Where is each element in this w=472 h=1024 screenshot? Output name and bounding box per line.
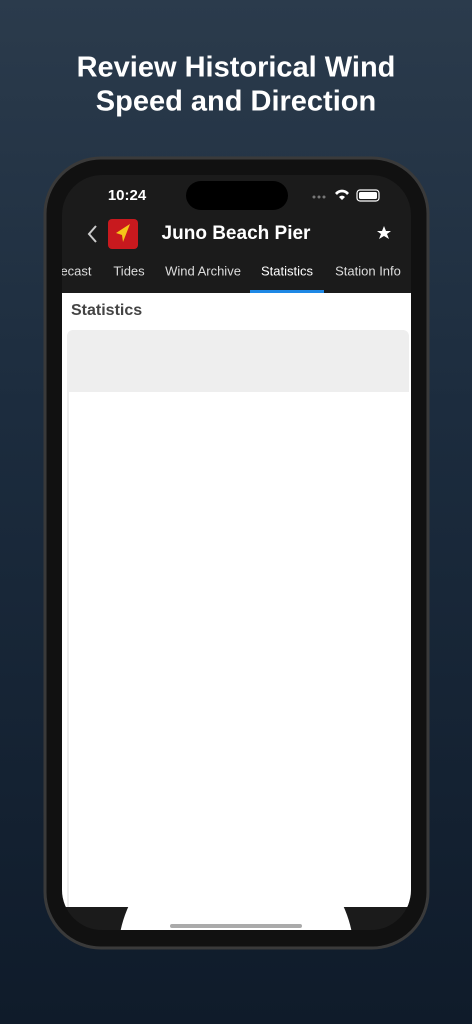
dynamic-island <box>186 181 288 210</box>
status-time: 10:24 <box>108 187 147 204</box>
content: Statistics <box>67 302 409 930</box>
tab[interactable]: Wind Archive <box>165 263 241 278</box>
favorite-star[interactable] <box>377 226 391 239</box>
tab[interactable]: Statistics <box>261 263 314 278</box>
headline: Review Historical Wind <box>77 52 396 84</box>
section-title: Statistics <box>71 302 142 319</box>
home-indicator <box>170 924 302 928</box>
station-icon-arrow <box>116 224 130 242</box>
tab-indicator <box>250 290 324 293</box>
tab[interactable]: Tides <box>113 263 145 278</box>
headline: Speed and Direction <box>96 86 376 118</box>
tab-bar: ecast Tides Wind Archive Statistics Station … <box>60 263 401 293</box>
tab[interactable]: ecast <box>60 263 92 278</box>
status-icons <box>312 189 380 202</box>
screen: 10:24 Juno Beach Pier ecast Tides Wind Arc… <box>60 175 411 930</box>
nav-title: Juno Beach Pier <box>162 223 311 244</box>
chart-area <box>69 392 409 930</box>
tab[interactable]: Station Info <box>335 263 401 278</box>
back-button[interactable] <box>87 225 97 243</box>
